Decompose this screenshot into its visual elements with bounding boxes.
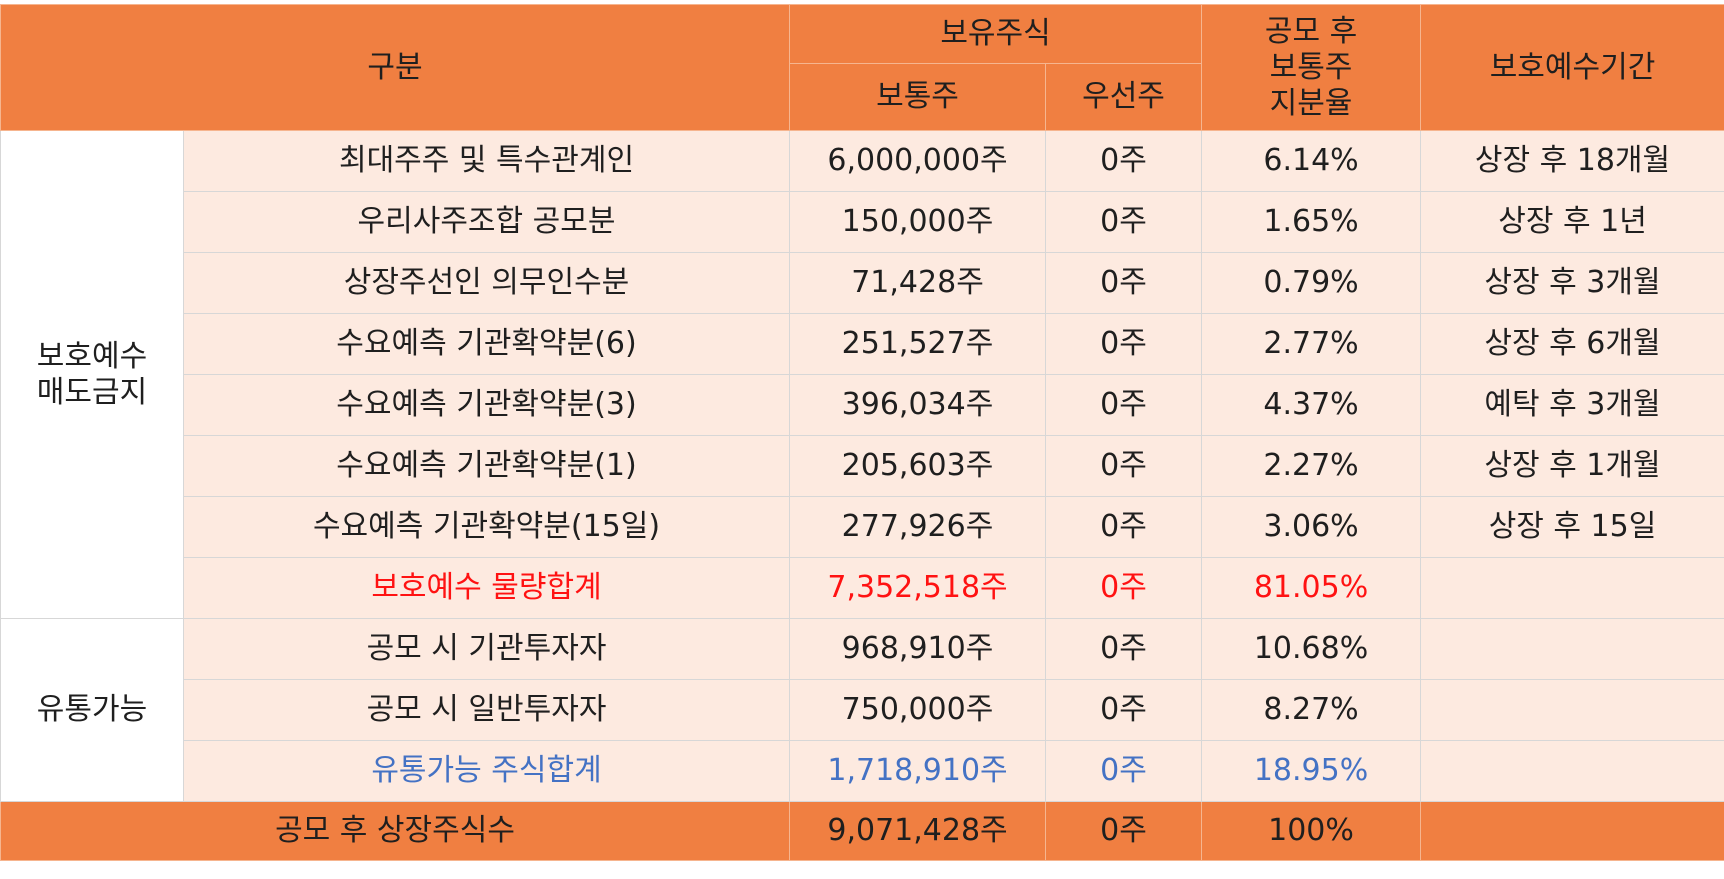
row-lockup-period [1420, 679, 1724, 741]
row-label: 상장주선인 의무인수분 [182, 252, 791, 314]
row-preferred-shares: 0주 [1045, 130, 1203, 192]
locked-subtotal-preferred-shares: 0주 [1045, 557, 1203, 619]
header-row-1: 구분 보유주식 공모 후 보통주 지분율 보호예수기간 [0, 4, 1724, 131]
row-preferred-shares: 0주 [1045, 435, 1203, 497]
tradable-subtotal-ratio: 18.95% [1201, 740, 1422, 802]
header-category: 구분 [0, 4, 791, 131]
header-row-2: 보통주 우선주 [1, 63, 1724, 131]
row-lockup-period: 상장 후 3개월 [1420, 252, 1724, 314]
header-ratio-line-3: 지분율 [1269, 85, 1353, 121]
row-lockup-period: 상장 후 1년 [1420, 191, 1724, 253]
row-preferred-shares: 0주 [1045, 191, 1203, 253]
row-ratio: 3.06% [1201, 496, 1422, 558]
total-period [1420, 801, 1724, 861]
row-common-shares: 251,527주 [789, 313, 1047, 375]
locked-subtotal-common-shares: 7,352,518주 [789, 557, 1047, 619]
table-row: 수요예측 기관확약분(1) 205,603주 0주 2.27% 상장 후 1개월 [1, 435, 1724, 497]
table-body: 보호예수 매도금지 최대주주 및 특수관계인 6,000,000주 0주 6.1… [0, 130, 1724, 861]
total-ratio: 100% [1201, 801, 1422, 861]
row-lockup-period: 상장 후 1개월 [1420, 435, 1724, 497]
row-preferred-shares: 0주 [1045, 618, 1203, 680]
row-label: 수요예측 기관확약분(15일) [182, 496, 791, 558]
row-ratio: 2.77% [1201, 313, 1422, 375]
row-label: 수요예측 기관확약분(6) [182, 313, 791, 375]
table-row: 보호예수 매도금지 최대주주 및 특수관계인 6,000,000주 0주 6.1… [0, 130, 1724, 619]
row-ratio: 10.68% [1201, 618, 1422, 680]
header-ratio-line-2: 보통주 [1269, 49, 1353, 85]
tradable-subtotal-row: 유통가능 주식합계 1,718,910주 0주 18.95% [1, 740, 1724, 802]
row-common-shares: 150,000주 [789, 191, 1047, 253]
row-label: 수요예측 기관확약분(1) [182, 435, 791, 497]
table-row: 수요예측 기관확약분(15일) 277,926주 0주 3.06% 상장 후 1… [1, 496, 1724, 558]
row-lockup-period: 예탁 후 3개월 [1420, 374, 1724, 436]
row-preferred-shares: 0주 [1045, 496, 1203, 558]
total-label: 공모 후 상장주식수 [0, 801, 791, 861]
total-row: 공모 후 상장주식수 9,071,428주 0주 100% [0, 801, 1724, 861]
locked-subtotal-row: 보호예수 물량합계 7,352,518주 0주 81.05% [1, 557, 1724, 619]
header-preferred: 우선주 [1045, 63, 1203, 131]
row-lockup-period: 상장 후 15일 [1420, 496, 1724, 558]
row-ratio: 0.79% [1201, 252, 1422, 314]
table-row: 수요예측 기관확약분(6) 251,527주 0주 2.77% 상장 후 6개월 [1, 313, 1724, 375]
total-common-shares: 9,071,428주 [789, 801, 1047, 861]
table-row: 공모 시 일반투자자 750,000주 0주 8.27% [1, 679, 1724, 741]
table-row: 유통가능 공모 시 기관투자자 968,910주 0주 10.68% [0, 618, 1724, 802]
row-preferred-shares: 0주 [1045, 252, 1203, 314]
row-common-shares: 750,000주 [789, 679, 1047, 741]
row-lockup-period: 상장 후 6개월 [1420, 313, 1724, 375]
row-preferred-shares: 0주 [1045, 374, 1203, 436]
group-locked-line-2: 매도금지 [36, 374, 148, 410]
row-label: 공모 시 일반투자자 [182, 679, 791, 741]
lockup-table: 구분 보유주식 공모 후 보통주 지분율 보호예수기간 보통주 우선주 보호예수… [0, 4, 1724, 861]
table-row: 우리사주조합 공모분 150,000주 0주 1.65% 상장 후 1년 [1, 191, 1724, 253]
row-label: 수요예측 기관확약분(3) [182, 374, 791, 436]
table-header: 구분 보유주식 공모 후 보통주 지분율 보호예수기간 보통주 우선주 [0, 4, 1724, 131]
header-ratio-line-1: 공모 후 [1264, 13, 1358, 49]
header-ratio: 공모 후 보통주 지분율 [1201, 4, 1422, 131]
row-preferred-shares: 0주 [1045, 313, 1203, 375]
row-common-shares: 396,034주 [789, 374, 1047, 436]
row-ratio: 8.27% [1201, 679, 1422, 741]
row-ratio: 6.14% [1201, 130, 1422, 192]
row-lockup-period [1420, 618, 1724, 680]
locked-subtotal-ratio: 81.05% [1201, 557, 1422, 619]
tradable-subtotal-label: 유통가능 주식합계 [182, 740, 791, 802]
header-holdings: 보유주식 [789, 4, 1203, 64]
locked-subtotal-label: 보호예수 물량합계 [182, 557, 791, 619]
row-preferred-shares: 0주 [1045, 679, 1203, 741]
row-label: 최대주주 및 특수관계인 [182, 130, 791, 192]
group-tradable: 유통가능 [0, 618, 184, 802]
row-common-shares: 6,000,000주 [789, 130, 1047, 192]
locked-subtotal-period [1420, 557, 1724, 619]
row-common-shares: 277,926주 [789, 496, 1047, 558]
row-label: 공모 시 기관투자자 [182, 618, 791, 680]
table-row: 상장주선인 의무인수분 71,428주 0주 0.79% 상장 후 3개월 [1, 252, 1724, 314]
row-label: 우리사주조합 공모분 [182, 191, 791, 253]
row-ratio: 2.27% [1201, 435, 1422, 497]
group-tradable-line-1: 유통가능 [36, 692, 148, 727]
header-common: 보통주 [789, 63, 1047, 131]
row-common-shares: 205,603주 [789, 435, 1047, 497]
row-common-shares: 71,428주 [789, 252, 1047, 314]
row-ratio: 1.65% [1201, 191, 1422, 253]
tradable-subtotal-preferred-shares: 0주 [1045, 740, 1203, 802]
header-lockup-period: 보호예수기간 [1420, 4, 1724, 131]
row-ratio: 4.37% [1201, 374, 1422, 436]
tradable-subtotal-common-shares: 1,718,910주 [789, 740, 1047, 802]
table-row: 수요예측 기관확약분(3) 396,034주 0주 4.37% 예탁 후 3개월 [1, 374, 1724, 436]
row-common-shares: 968,910주 [789, 618, 1047, 680]
row-lockup-period: 상장 후 18개월 [1420, 130, 1724, 192]
group-locked: 보호예수 매도금지 [0, 130, 184, 619]
tradable-subtotal-period [1420, 740, 1724, 802]
total-preferred-shares: 0주 [1045, 801, 1203, 861]
group-locked-line-1: 보호예수 [36, 338, 148, 374]
